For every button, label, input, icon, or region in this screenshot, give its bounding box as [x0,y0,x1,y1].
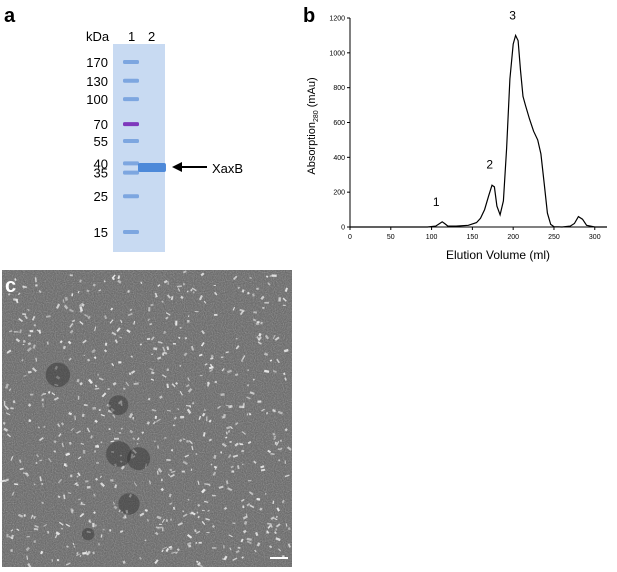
x-axis-label: Elution Volume (ml) [446,248,550,262]
xaxb-band [138,163,166,172]
peak-label: 2 [486,157,493,171]
x-tick-label: 50 [387,234,395,241]
marker-band [123,170,139,175]
arrow-head-icon [172,162,182,172]
micrograph-particles [0,270,292,569]
marker-label: 40 [94,156,108,171]
panel-b-letter: b [303,5,315,27]
marker-label: 100 [86,92,108,107]
y-tick-label: 800 [333,85,345,92]
marker-label: 70 [94,117,108,132]
x-tick-label: 300 [589,234,601,241]
peak-label: 1 [433,195,440,209]
elution-chart: b 0 50 100 150 200 250 30002004006008001000120… [303,5,607,262]
x-tick-label: 200 [507,234,519,241]
panel-b: b 0 50 100 150 200 250 300 0 200 400 600 800 1000 120… [295,0,617,270]
panel-a-letter: a [4,5,16,27]
marker-band [123,161,139,166]
lane-label-2: 2 [148,29,155,44]
marker-band [123,139,139,144]
x-tick-label: 0 [348,234,352,241]
y-tick-label: 200 [333,190,345,197]
panel-c-letter: c [5,275,16,297]
marker-band [123,97,139,102]
y-tick-label: 1000 [329,50,345,57]
kda-label: kDa [86,29,110,44]
micrograph-grain [2,270,292,567]
gel-background [113,44,165,252]
micrograph: c [0,270,292,569]
peak-labels: 1 2 3 [433,8,516,208]
x-tick-label: 150 [467,234,479,241]
peak-label: 3 [509,8,516,22]
y-tick-label: 600 [333,120,345,127]
marker-band [123,78,139,83]
panel-c: c [0,268,300,569]
x-tick-label: 100 [426,234,438,241]
y-tick-label: 1200 [329,16,345,23]
y-tick-label: 400 [333,155,345,162]
lane-label-1: 1 [128,29,135,44]
marker-label: 25 [94,189,108,204]
y-axis-label: Absorption280 (mAu) [306,77,320,174]
y-tick-label: 0 [341,225,345,232]
marker-label: 35 [94,166,108,181]
marker-label: 15 [94,225,108,240]
marker-band [123,230,139,234]
elution-series-line [350,33,607,228]
marker-band [123,122,139,127]
marker-band [123,194,139,199]
x-tick-label: 250 [548,234,560,241]
marker-band [123,60,139,64]
band-label: XaxB [212,161,243,176]
panel-a: a kDa 1 2 170 130 100 70 55 40 35 25 15 XaxB [0,0,280,265]
marker-label: 130 [86,74,108,89]
chart-axes: 0 50 100 150 200 250 300 0 200 400 600 800 1000 1200 [329,16,607,241]
marker-label: 170 [86,55,108,70]
marker-label: 55 [94,134,108,149]
